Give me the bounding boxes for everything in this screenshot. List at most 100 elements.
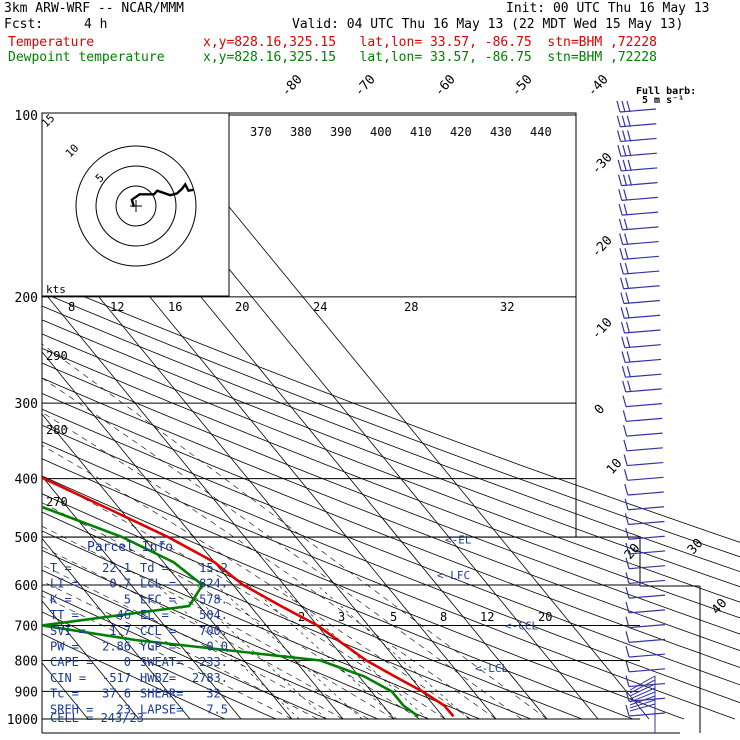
wind-barb-shaft <box>624 329 661 334</box>
pressure-tick-label: 600 <box>15 579 38 594</box>
wind-barb-feather <box>625 307 630 319</box>
wind-barb-shaft <box>622 211 659 216</box>
wind-barb-feather <box>625 277 630 289</box>
valid-time: Valid: 04 UTC Thu 16 May 13 (22 MDT Wed … <box>292 17 684 32</box>
wind-barb-shaft <box>623 270 660 275</box>
theta-label: 430 <box>490 125 512 139</box>
level-marker: <-CCL <box>505 619 538 632</box>
hodograph-ring <box>95 165 177 247</box>
parcel-levels: <-EL <-LFC <-CCL <-LCL <box>437 533 538 675</box>
dry-adiabat <box>42 441 736 720</box>
wind-barb-shaft <box>620 123 657 128</box>
wind-barb-feather <box>621 115 626 127</box>
wind-barb-feather <box>624 483 629 496</box>
parcel-param-value: 700. <box>199 624 228 638</box>
wind-barb-feather <box>622 410 627 422</box>
dry-adiabat <box>42 305 740 573</box>
pressure-tick-label: 200 <box>15 291 38 306</box>
wind-barb-feather <box>627 145 632 157</box>
parcel-param-value: 23 <box>117 702 131 716</box>
wind-barb-feather <box>626 336 631 348</box>
wind-barb-shaft <box>626 447 663 452</box>
isotherm-label: -20 <box>589 233 616 260</box>
wind-barb-feather <box>619 262 624 275</box>
wind-barb <box>625 675 666 688</box>
parcel-param-value: 46 <box>117 608 131 622</box>
parcel-param-value: 2.86 <box>102 640 131 654</box>
wind-barb-shaft <box>628 668 666 673</box>
isotherm-line <box>42 226 446 720</box>
dry-adiabat <box>42 347 740 619</box>
wind-barb-shaft <box>626 432 663 437</box>
wind-barb <box>623 469 664 481</box>
wind-barb-feather <box>620 307 625 319</box>
wind-barb <box>621 366 662 378</box>
dry-adiabat <box>42 493 583 720</box>
parcel-param-label: SHEAR= <box>140 687 183 701</box>
wind-barb-feather <box>625 690 630 702</box>
theta-label: 420 <box>450 125 472 139</box>
wind-barb <box>625 704 666 717</box>
dry-adiabat <box>42 458 685 720</box>
wind-barb <box>625 528 665 540</box>
pressure-tick-label: 500 <box>15 531 38 546</box>
level-marker: <-LCL <box>475 662 508 675</box>
wind-barb-feather <box>620 277 625 289</box>
theta-label: 380 <box>290 125 312 139</box>
wind-barb-shaft <box>620 137 657 143</box>
wind-barb-feather <box>621 366 626 378</box>
wind-barb-shaft <box>628 550 666 555</box>
parcel-param-value: 1.7 <box>109 624 131 638</box>
wind-barb <box>617 174 658 187</box>
wind-barb-feather <box>625 631 630 643</box>
level-marker: <-LFC <box>437 569 470 582</box>
parcel-param-label: TT = <box>50 608 79 622</box>
mixing-ratio-label: 20 <box>235 300 249 314</box>
wind-barb <box>620 307 661 319</box>
mixing-ratio-label: 32 <box>500 300 514 314</box>
wind-barb-feather <box>619 233 624 245</box>
wind-barb <box>625 660 666 673</box>
wind-barb-shaft <box>628 506 665 511</box>
barb-legend-value: 5 m s⁻¹ <box>642 95 684 106</box>
dry-adiabat <box>42 611 277 720</box>
wind-barb-feather <box>629 691 656 703</box>
mixing-ratio-label: 20 <box>538 610 552 624</box>
wind-barb-feather <box>621 100 626 113</box>
wind-barb <box>622 380 662 393</box>
parcel-info-box: Parcel Info T = 22.1 Td = 15.2 LI = 0.7 LCL = 8… <box>50 540 228 725</box>
mixing-ratio-label: 5 <box>390 610 397 624</box>
wind-barb <box>618 218 659 231</box>
pressure-tick-label: 300 <box>15 397 38 412</box>
wind-barb <box>625 690 666 702</box>
wind-barb-feather <box>626 351 631 363</box>
parcel-param-label: YGP = <box>140 640 176 654</box>
wind-barb-shaft <box>628 565 666 570</box>
wind-barb-feather <box>625 321 631 334</box>
pressure-tick-label: 400 <box>15 473 38 488</box>
wind-barb <box>624 498 665 511</box>
wind-barb <box>625 542 666 555</box>
parcel-param-value: 0.7 <box>109 577 131 591</box>
wind-barb-shaft <box>623 299 660 305</box>
wind-barb-feather <box>623 189 628 201</box>
wind-barb-feather <box>625 292 630 304</box>
isotherm-label: 40 <box>709 596 731 618</box>
hodograph-units: kts <box>46 283 66 296</box>
wind-barb <box>623 439 663 452</box>
wind-barb <box>619 233 659 246</box>
level-marker: <-EL <box>445 533 472 546</box>
wind-barb <box>623 454 664 467</box>
wind-barb-feather <box>625 601 630 614</box>
hodograph-ring <box>115 185 157 227</box>
wind-barb-feather <box>617 145 622 157</box>
wind-barb <box>623 424 663 437</box>
mixing-ratio-label: 3 <box>338 610 345 624</box>
wind-barb-feather <box>625 645 630 658</box>
wind-barb-shaft <box>622 226 659 231</box>
wind-barb-shaft <box>628 535 665 540</box>
dry-adiabat <box>42 590 328 720</box>
parcel-param-value: 32. <box>206 687 228 701</box>
isotherm-line <box>42 475 242 720</box>
pressure-tick-label: 1000 <box>7 713 38 728</box>
